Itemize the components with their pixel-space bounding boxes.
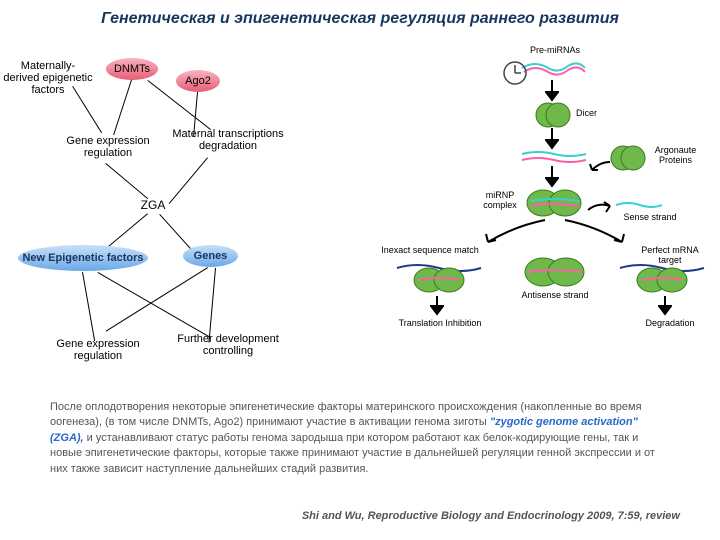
mirnp-complex-icon [525,188,585,218]
nef-oval: New Epigenetic factors [18,245,148,271]
line-10 [106,267,208,331]
left-flowchart: Maternally-derived epigenetic factors DN… [8,50,338,380]
line-9 [98,272,211,338]
split-right-arrow-icon [560,218,630,248]
mtd-label: Maternal transcriptions degradation [168,128,288,152]
mirnp-label: miRNP complex [480,190,520,210]
ago2-oval: Ago2 [176,70,220,92]
nef-label: New Epigenetic factors [22,252,143,264]
arrow-1-icon [545,80,559,102]
inexact-label: Inexact sequence match [380,245,480,255]
page-title: Генетическая и эпигенетическая регуляция… [0,10,720,28]
antisense-label: Antisense strand [520,290,590,300]
arrow-ti-icon [430,296,444,316]
ger2-label: Gene expression regulation [48,338,148,362]
line-2 [113,80,132,135]
arrow-deg-icon [658,296,672,316]
line-5 [105,163,148,199]
ago2-label: Ago2 [185,75,211,87]
desc-post: и устанавливают статус работы генома зар… [50,432,655,475]
dnmts-oval: DNMTs [106,58,158,80]
line-7 [105,213,148,249]
description-paragraph: После оплодотворения некоторые эпигенети… [50,400,670,477]
pre-mirna-hairpin-icon [520,58,590,80]
sense-strand-icon [614,200,664,210]
perfect-target-icon [618,260,708,294]
split-left-arrow-icon [480,218,550,248]
pre-mirna-label: Pre-miRNAs [530,45,580,55]
fdc-label: Further development controlling [168,333,288,357]
antisense-complex-icon [518,255,592,289]
citation-text: Shi and Wu, Reproductive Biology and End… [302,510,680,522]
ti-label: Translation Inhibition [390,318,490,328]
dnmts-label: DNMTs [114,63,150,75]
argonaute-blob-icon [610,145,646,171]
clock-icon [502,60,528,86]
inexact-target-icon [395,260,485,294]
arrow-2-icon [545,128,559,150]
maternal-factors-label: Maternally-derived epigenetic factors [3,60,93,96]
genes-oval: Genes [183,245,238,267]
genes-label: Genes [194,250,228,262]
arrow-3-icon [545,166,559,188]
ger1-label: Gene expression regulation [58,135,158,159]
dicer-label: Dicer [576,108,597,118]
line-11 [82,272,95,341]
sense-arrow-icon [586,200,614,214]
dicer-icon [535,102,571,128]
argo-arrow-icon [588,160,612,174]
mirna-duplex-icon [520,150,590,164]
right-mirna-diagram: Pre-miRNAs Dicer Argonaute Proteins miRN… [380,50,710,380]
argo-label: Argonaute Proteins [648,145,703,165]
deg-label: Degradation [635,318,705,328]
zga-label: ZGA [133,198,173,212]
line-6 [169,157,208,204]
line-12 [208,268,216,343]
